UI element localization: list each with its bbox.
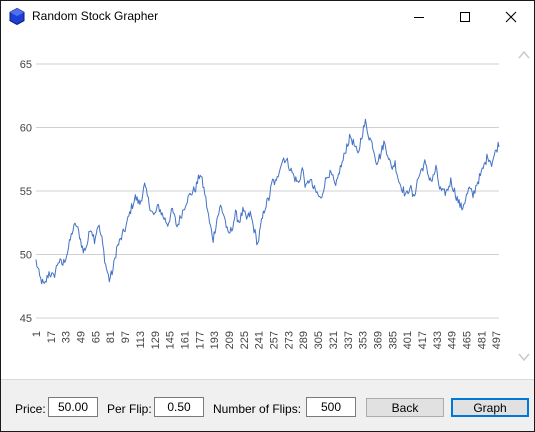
x-tick-label: 113 <box>135 331 147 349</box>
back-button[interactable]: Back <box>366 398 444 417</box>
x-tick-label: 465 <box>462 331 474 349</box>
close-icon <box>505 11 517 22</box>
x-tick-label: 33 <box>61 331 73 343</box>
x-tick-label: 433 <box>432 331 444 349</box>
close-button[interactable] <box>488 1 534 32</box>
x-tick-label: 193 <box>209 331 221 349</box>
x-tick-label: 177 <box>194 331 206 349</box>
x-tick-label: 273 <box>283 331 295 349</box>
minimize-icon <box>414 16 424 18</box>
title-bar[interactable]: Random Stock Grapher <box>1 1 534 32</box>
maximize-button[interactable] <box>442 1 488 32</box>
y-tick-label: 45 <box>20 313 32 325</box>
number-of-flips-input[interactable] <box>306 397 356 417</box>
price-series-line <box>35 118 500 285</box>
x-tick-label: 241 <box>254 331 266 349</box>
x-tick-label: 337 <box>343 331 355 349</box>
x-tick-label: 17 <box>46 331 58 343</box>
controls-panel: Price: Per Flip: Number of Flips: Back G… <box>1 379 534 431</box>
x-tick-label: 129 <box>150 331 162 349</box>
x-tick-label: 65 <box>90 331 102 343</box>
x-tick-label: 49 <box>76 331 88 343</box>
x-tick-label: 257 <box>269 331 281 349</box>
y-tick-label: 55 <box>20 186 32 198</box>
number-of-flips-label: Number of Flips: <box>213 402 302 416</box>
per-flip-label: Per Flip: <box>107 402 152 416</box>
y-tick-label: 50 <box>20 250 32 262</box>
x-tick-label: 289 <box>298 331 310 349</box>
x-tick-label: 1 <box>31 331 43 337</box>
x-tick-label: 497 <box>491 331 503 349</box>
x-tick-label: 97 <box>120 331 132 343</box>
window-title: Random Stock Grapher <box>32 9 159 23</box>
graph-button[interactable]: Graph <box>451 398 529 417</box>
x-tick-label: 209 <box>224 331 236 349</box>
x-tick-label: 353 <box>358 331 370 349</box>
price-input[interactable] <box>48 397 98 417</box>
per-flip-input[interactable] <box>154 397 204 417</box>
x-tick-label: 369 <box>372 331 384 349</box>
y-tick-label: 60 <box>20 123 32 135</box>
y-tick-label: 65 <box>20 59 32 71</box>
price-label: Price: <box>15 402 46 416</box>
x-tick-label: 161 <box>179 331 191 349</box>
chart-area: 45 50 55 60 65 1 17 33 49 65 81 97 113 129 145 161 177 19… <box>1 32 534 379</box>
x-tick-label: 449 <box>447 331 459 349</box>
blue-hexagon-icon <box>9 7 25 26</box>
x-tick-label: 385 <box>387 331 399 349</box>
minimize-button[interactable] <box>396 1 442 32</box>
x-tick-label: 481 <box>476 331 488 349</box>
maximize-icon <box>460 11 470 22</box>
x-tick-label: 417 <box>417 331 429 349</box>
x-tick-label: 145 <box>165 331 177 349</box>
x-tick-label: 225 <box>239 331 251 349</box>
chevron-down-icon[interactable] <box>516 349 532 365</box>
x-tick-label: 401 <box>402 331 414 349</box>
x-tick-label: 321 <box>328 331 340 349</box>
chevron-up-icon[interactable] <box>516 47 532 63</box>
x-tick-label: 81 <box>105 331 117 343</box>
x-tick-label: 305 <box>313 331 325 349</box>
